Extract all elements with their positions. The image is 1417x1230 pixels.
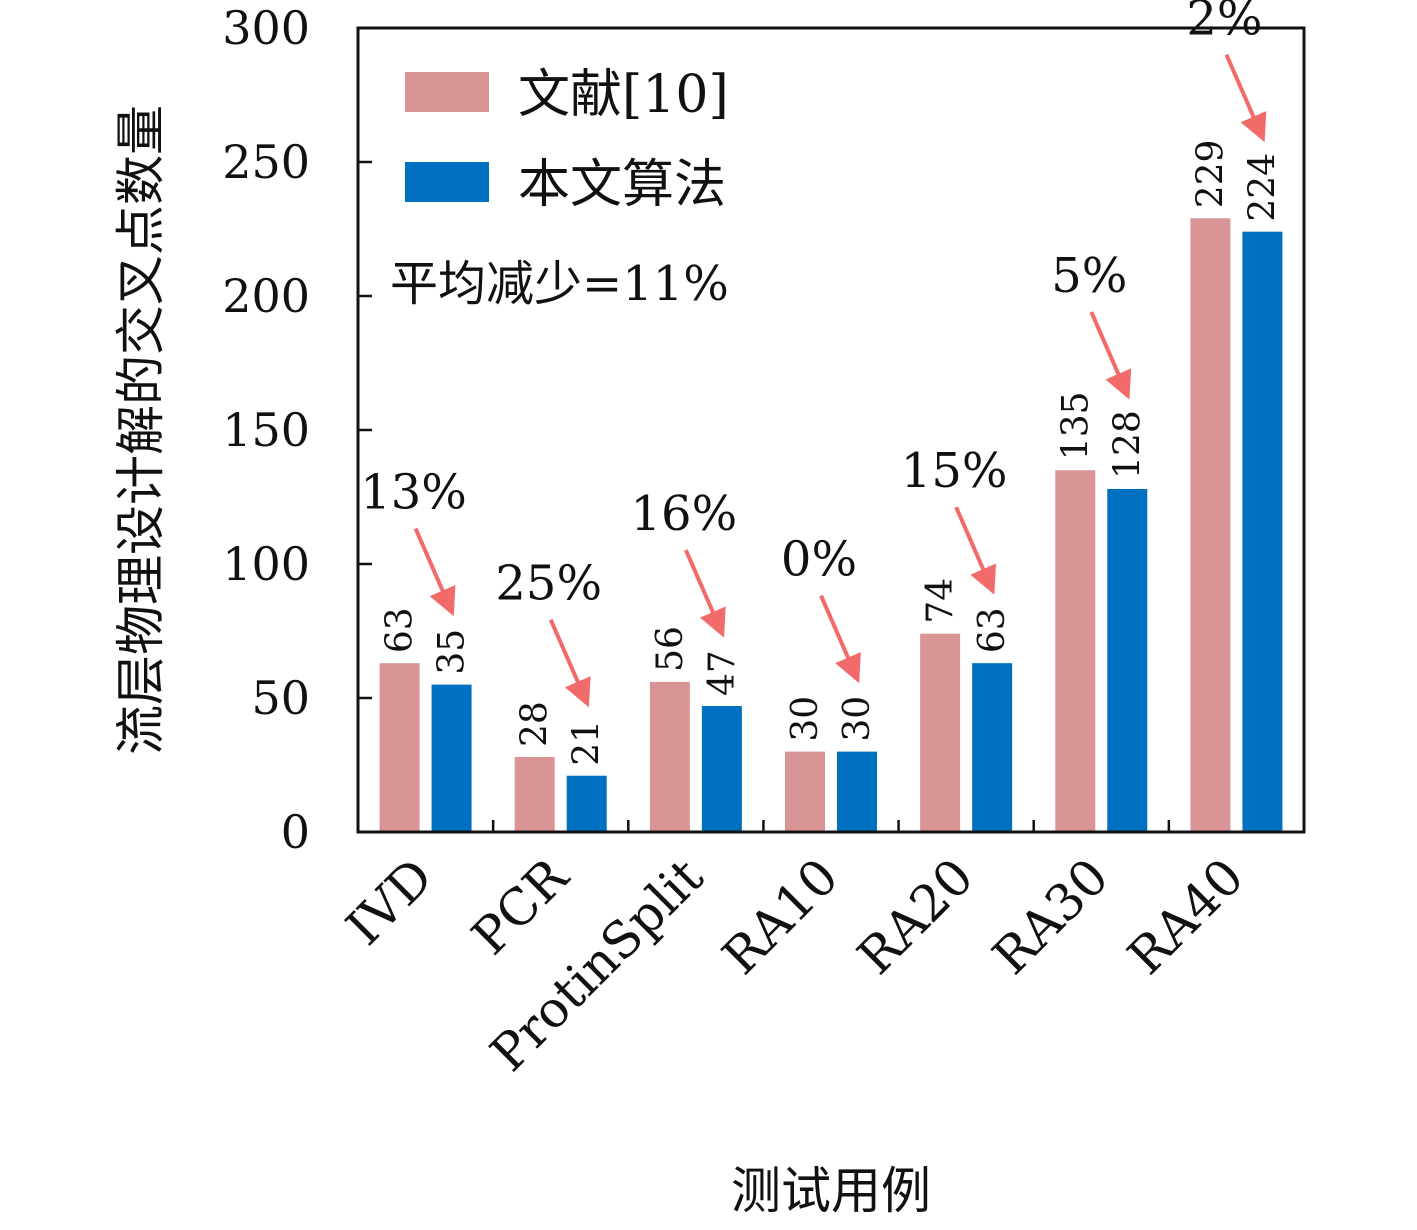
y-tick-label: 0 [281, 805, 310, 859]
bar-proposed [701, 706, 742, 832]
y-tick-label: 200 [222, 269, 310, 323]
legend-label-literature: 文献[10] [518, 65, 729, 125]
legend: 文献[10] 本文算法 [405, 65, 729, 215]
value-label-literature: 135 [1055, 391, 1096, 460]
reduction-label: 16% [631, 486, 738, 542]
bar-literature [379, 663, 420, 832]
bar-literature [920, 633, 961, 832]
reduction-label: 15% [901, 443, 1008, 499]
x-tick-label: RA10 [711, 847, 849, 985]
y-axis: 0 50 100 150 200 250 300 [222, 1, 372, 859]
y-tick-label: 300 [222, 1, 310, 55]
legend-swatch-proposed [405, 162, 489, 202]
reduction-arrow [413, 527, 456, 617]
value-label-proposed: 47 [702, 650, 743, 696]
reduction-label: 2% [1186, 0, 1262, 47]
reduction-label: 0% [781, 532, 857, 588]
bar-literature [514, 756, 555, 832]
bar-proposed [1242, 231, 1283, 832]
bars [379, 218, 1283, 832]
bar-proposed [431, 684, 472, 832]
reduction-arrow [1224, 53, 1267, 143]
y-tick-label: 100 [222, 537, 310, 591]
bar-proposed [1107, 488, 1148, 832]
bar-literature [1055, 470, 1096, 832]
value-label-literature: 56 [650, 626, 691, 672]
bar-literature [649, 681, 690, 832]
reduction-label: 5% [1051, 248, 1127, 304]
reduction-arrow [1089, 311, 1132, 400]
y-tick-label: 150 [222, 403, 310, 457]
reduction-arrow [548, 618, 591, 708]
value-label-proposed: 63 [972, 607, 1013, 653]
bar-proposed [837, 751, 877, 832]
bar-proposed [566, 775, 607, 832]
bar-literature [785, 751, 825, 832]
value-label-proposed: 30 [837, 696, 878, 742]
y-tick-label: 250 [222, 135, 310, 189]
x-axis-label: 测试用例 [731, 1162, 931, 1220]
x-tick-label: PCR [461, 847, 580, 966]
value-label-literature: 74 [920, 578, 961, 624]
reduction-label: 13% [360, 465, 467, 521]
y-axis-label: 流层物理设计解的交叉点数量 [112, 105, 170, 755]
y-tick-label: 50 [251, 671, 310, 725]
reduction-arrow [819, 594, 861, 684]
value-label-proposed: 128 [1107, 410, 1148, 479]
bar-literature [1190, 218, 1231, 832]
x-tick-label: RA20 [846, 847, 984, 985]
bar-proposed [972, 663, 1013, 832]
reduction-label: 25% [495, 556, 602, 612]
reduction-arrow [684, 549, 726, 638]
reduction-arrows: 13% 25% 16% 0% 15% 5% 2% [360, 0, 1267, 708]
value-label-literature: 30 [785, 696, 826, 742]
reduction-arrow [954, 506, 996, 595]
x-tick-label: IVD [335, 847, 444, 956]
value-label-proposed: 21 [567, 720, 608, 766]
legend-swatch-literature [405, 72, 489, 112]
value-label-literature: 229 [1190, 140, 1231, 209]
x-tick-label: RA40 [1117, 847, 1255, 985]
legend-label-proposed: 本文算法 [518, 155, 726, 215]
plot-frame [356, 26, 1306, 834]
value-label-literature: 28 [515, 701, 556, 747]
value-label-proposed: 35 [432, 629, 473, 675]
value-label-literature: 63 [380, 607, 421, 653]
value-label-proposed: 224 [1242, 153, 1283, 222]
average-reduction-note: 平均减少=11% [390, 256, 729, 312]
x-tick-label: RA30 [982, 847, 1120, 985]
